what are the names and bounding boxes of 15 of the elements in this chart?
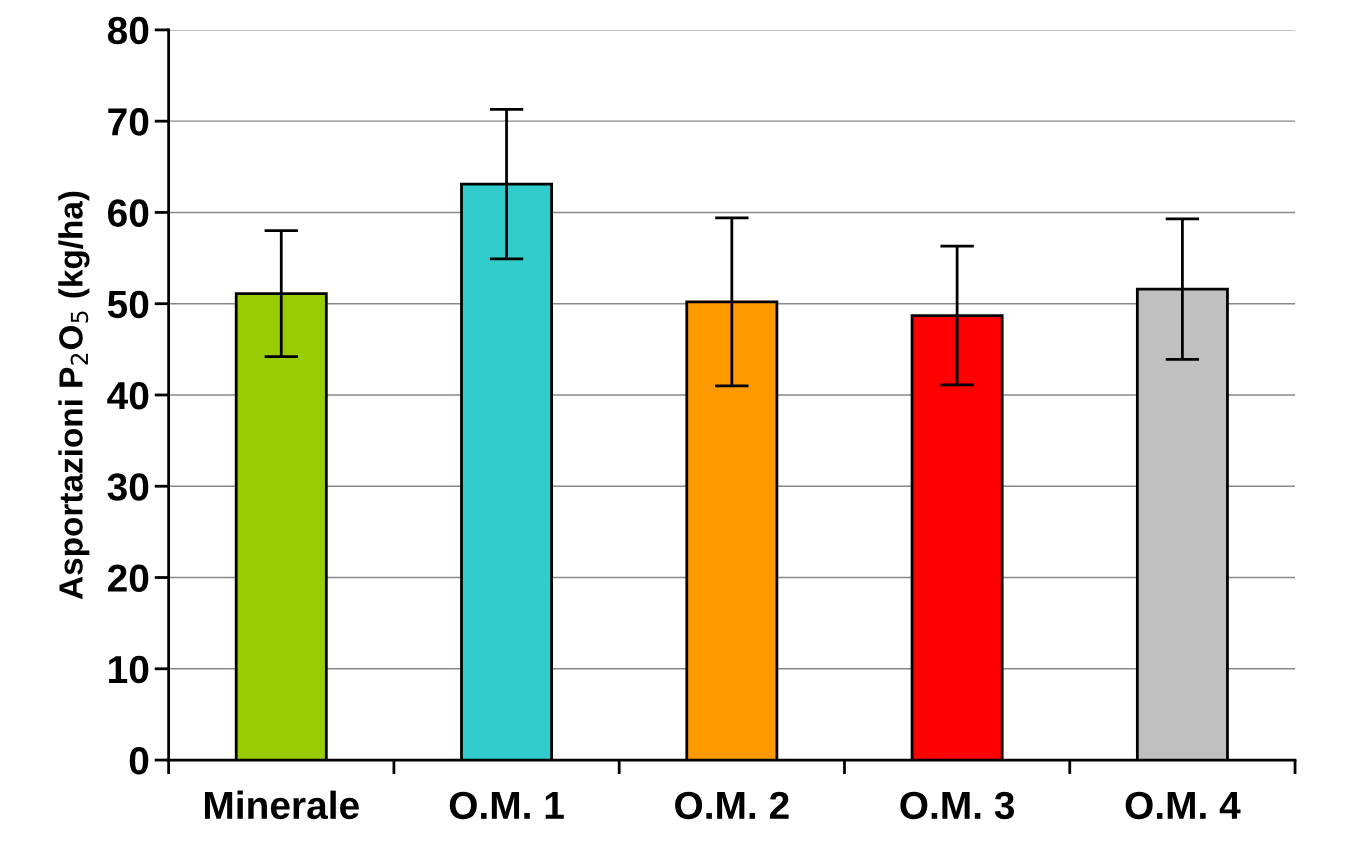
y-axis-title: Asportazioni P$_{2}$O$_{5}$ (kg/ha) <box>58 191 90 600</box>
y-tick-label: 80 <box>107 16 149 45</box>
y-tick-label: 60 <box>108 199 149 227</box>
x-tick-label: O.M. 1 <box>449 791 564 820</box>
x-tick-label: O.M. 4 <box>1125 791 1241 820</box>
y-tick-label: 40 <box>107 381 149 410</box>
x-tick-label: O.M. 2 <box>675 791 789 820</box>
x-tick-label: Minerale <box>204 790 359 820</box>
x-tick-label: O.M. 3 <box>900 791 1015 820</box>
y-tick-label: 20 <box>107 564 149 592</box>
y-tick-label: 50 <box>107 290 149 319</box>
y-tick-label: 70 <box>108 108 149 136</box>
y-tick-label: 30 <box>107 473 149 501</box>
y-tick-label: 0 <box>129 747 149 775</box>
y-tick-label: 10 <box>109 655 149 684</box>
